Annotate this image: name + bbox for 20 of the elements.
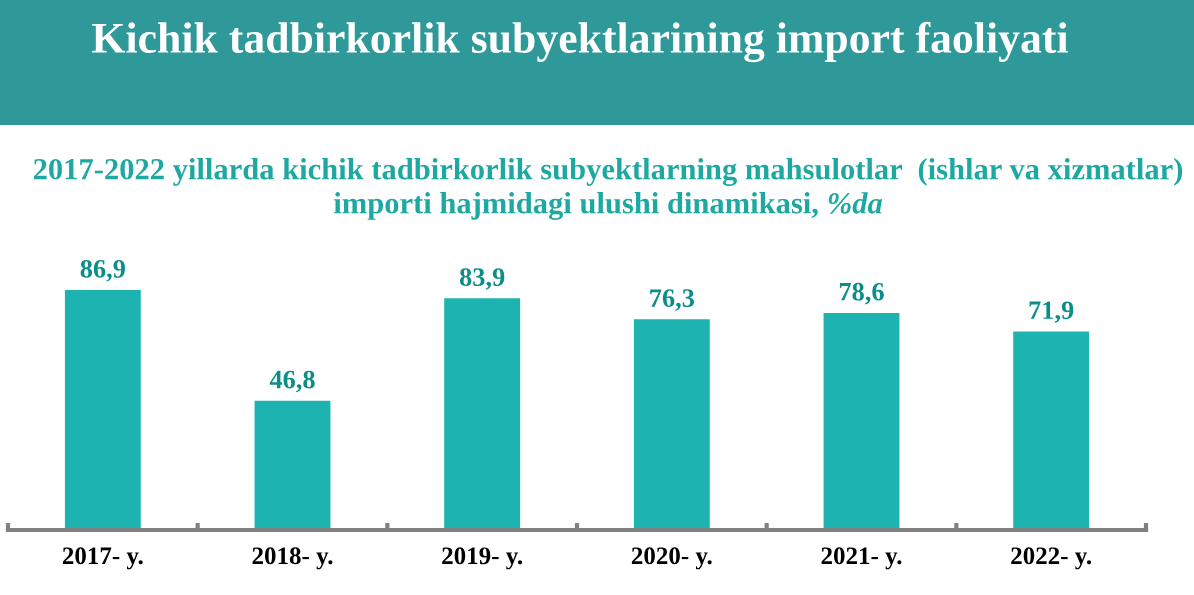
bar [823, 312, 900, 530]
chart-subtitle: 2017-2022 yillarda kichik tadbirkorlik subyektlarning mahsulotlar (ishlar va xizmatlar) importi hajmidagi ulushi dinamikasi, %da [33, 158, 1183, 220]
data-label: 46,8 [269, 370, 315, 393]
data-label: 83,9 [459, 268, 505, 290]
bar [1013, 331, 1090, 530]
data-label: 78,6 [839, 282, 884, 305]
data-label: 71,9 [1029, 301, 1074, 323]
bar [633, 319, 710, 530]
chart-title: Kichik tadbirkorlik subyektlarining import faoliyati [92, 21, 1068, 63]
x-tick-label: 2021- y. [821, 547, 902, 570]
x-tick-label: 2019- y. [442, 547, 523, 570]
x-tick-label: 2017- y. [62, 547, 143, 570]
bar [254, 400, 331, 530]
x-tick-label: 2018- y. [252, 547, 333, 570]
x-tick-label: 2022- y. [1011, 547, 1092, 570]
x-tick-label: 2020- y. [631, 547, 712, 570]
data-label: 86,9 [80, 259, 125, 282]
bar [444, 298, 521, 530]
bar [64, 290, 141, 530]
data-label: 76,3 [650, 289, 695, 311]
